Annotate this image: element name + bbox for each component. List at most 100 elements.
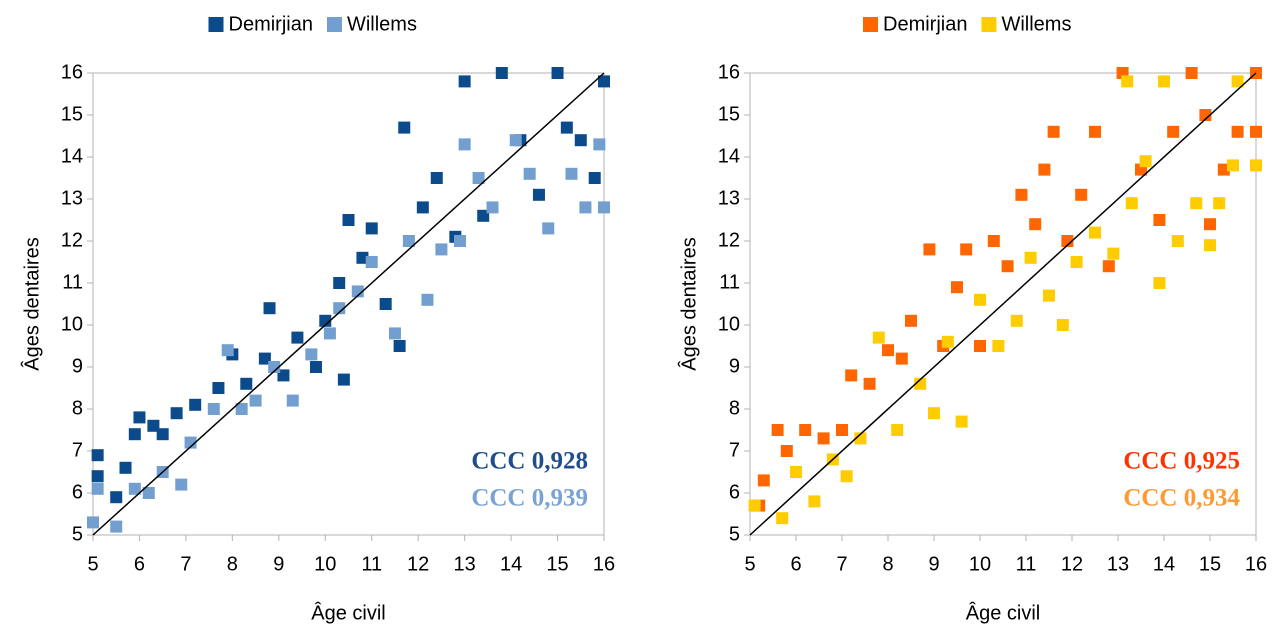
point xyxy=(1171,235,1184,247)
point xyxy=(1015,188,1028,201)
point xyxy=(393,340,406,352)
point xyxy=(598,75,610,88)
point xyxy=(757,474,770,487)
point xyxy=(333,277,346,289)
point xyxy=(817,432,830,445)
x-tick-label: 8 xyxy=(882,553,893,575)
plot-area xyxy=(92,72,605,536)
point xyxy=(780,445,793,457)
point xyxy=(542,222,555,235)
point xyxy=(974,340,986,352)
point xyxy=(1185,67,1198,79)
point xyxy=(1153,277,1166,289)
point xyxy=(1125,197,1138,210)
x-tick-label: 13 xyxy=(454,553,476,575)
point xyxy=(551,67,564,79)
annotation: CCC 0,925 xyxy=(1123,448,1240,475)
point xyxy=(1089,226,1101,239)
point xyxy=(333,302,346,315)
point xyxy=(110,520,123,533)
x-tick-label: 14 xyxy=(1153,553,1175,575)
x-tick-label: 12 xyxy=(407,553,429,575)
point xyxy=(421,293,434,306)
reference-line xyxy=(92,72,605,536)
point xyxy=(523,167,536,180)
x-tick-label: 8 xyxy=(227,553,238,575)
point xyxy=(128,482,141,495)
point xyxy=(356,251,369,264)
point xyxy=(1047,125,1060,138)
point xyxy=(458,75,471,88)
x-tick-label: 5 xyxy=(87,553,98,575)
point xyxy=(416,201,429,214)
legend-swatch xyxy=(208,17,224,32)
point xyxy=(1190,197,1203,210)
point xyxy=(323,327,336,340)
point xyxy=(854,432,867,445)
point xyxy=(249,394,262,407)
point xyxy=(790,466,802,478)
annotation: CCC 0,939 xyxy=(471,485,588,512)
x-tick-label: 11 xyxy=(1016,553,1037,575)
x-tick-label: 9 xyxy=(273,553,284,575)
point xyxy=(560,121,573,134)
x-tick-label: 9 xyxy=(928,553,939,575)
point xyxy=(128,428,141,441)
point xyxy=(142,487,155,499)
point xyxy=(941,335,954,348)
point xyxy=(895,352,908,365)
point xyxy=(91,482,104,495)
point xyxy=(1075,188,1088,201)
x-tick-label: 14 xyxy=(500,553,522,575)
point xyxy=(379,298,392,310)
point xyxy=(987,235,1000,247)
x-tick-label: 10 xyxy=(969,553,991,575)
point xyxy=(928,407,940,420)
point xyxy=(435,243,448,256)
point xyxy=(365,256,378,268)
point xyxy=(156,428,169,441)
point xyxy=(1167,125,1180,138)
point xyxy=(184,436,197,449)
y-tick-label: 7 xyxy=(72,439,83,461)
point xyxy=(1227,159,1239,172)
y-tick-label: 6 xyxy=(72,481,83,503)
y-tick-label: 15 xyxy=(718,103,740,125)
point xyxy=(119,461,132,474)
point xyxy=(189,398,202,411)
legend-label: Willems xyxy=(1001,13,1071,35)
point xyxy=(175,478,188,491)
point xyxy=(960,243,973,256)
point xyxy=(1199,109,1212,121)
point xyxy=(309,361,322,373)
point xyxy=(1061,235,1074,247)
point xyxy=(1158,75,1170,88)
y-tick-label: 11 xyxy=(719,271,740,293)
point xyxy=(240,377,253,390)
point xyxy=(1231,125,1244,138)
point xyxy=(337,373,350,386)
point xyxy=(263,302,276,315)
point xyxy=(1056,319,1069,331)
point xyxy=(398,121,411,134)
point xyxy=(588,172,601,184)
point xyxy=(771,424,784,436)
x-axis-label: Âge civil xyxy=(966,601,1040,624)
point xyxy=(923,243,936,256)
point xyxy=(319,314,332,327)
y-tick-label: 8 xyxy=(72,397,83,419)
point xyxy=(472,172,485,184)
point xyxy=(110,491,123,504)
point xyxy=(509,134,522,147)
y-tick-label: 16 xyxy=(61,61,83,83)
y-tick-label: 9 xyxy=(72,355,83,377)
point xyxy=(258,352,271,365)
point xyxy=(914,377,927,390)
x-tick-label: 12 xyxy=(1061,553,1083,575)
point xyxy=(221,344,234,357)
point xyxy=(91,470,104,483)
y-tick-label: 11 xyxy=(62,271,83,293)
y-tick-label: 14 xyxy=(61,145,83,167)
point xyxy=(291,331,304,344)
point xyxy=(1102,260,1115,273)
